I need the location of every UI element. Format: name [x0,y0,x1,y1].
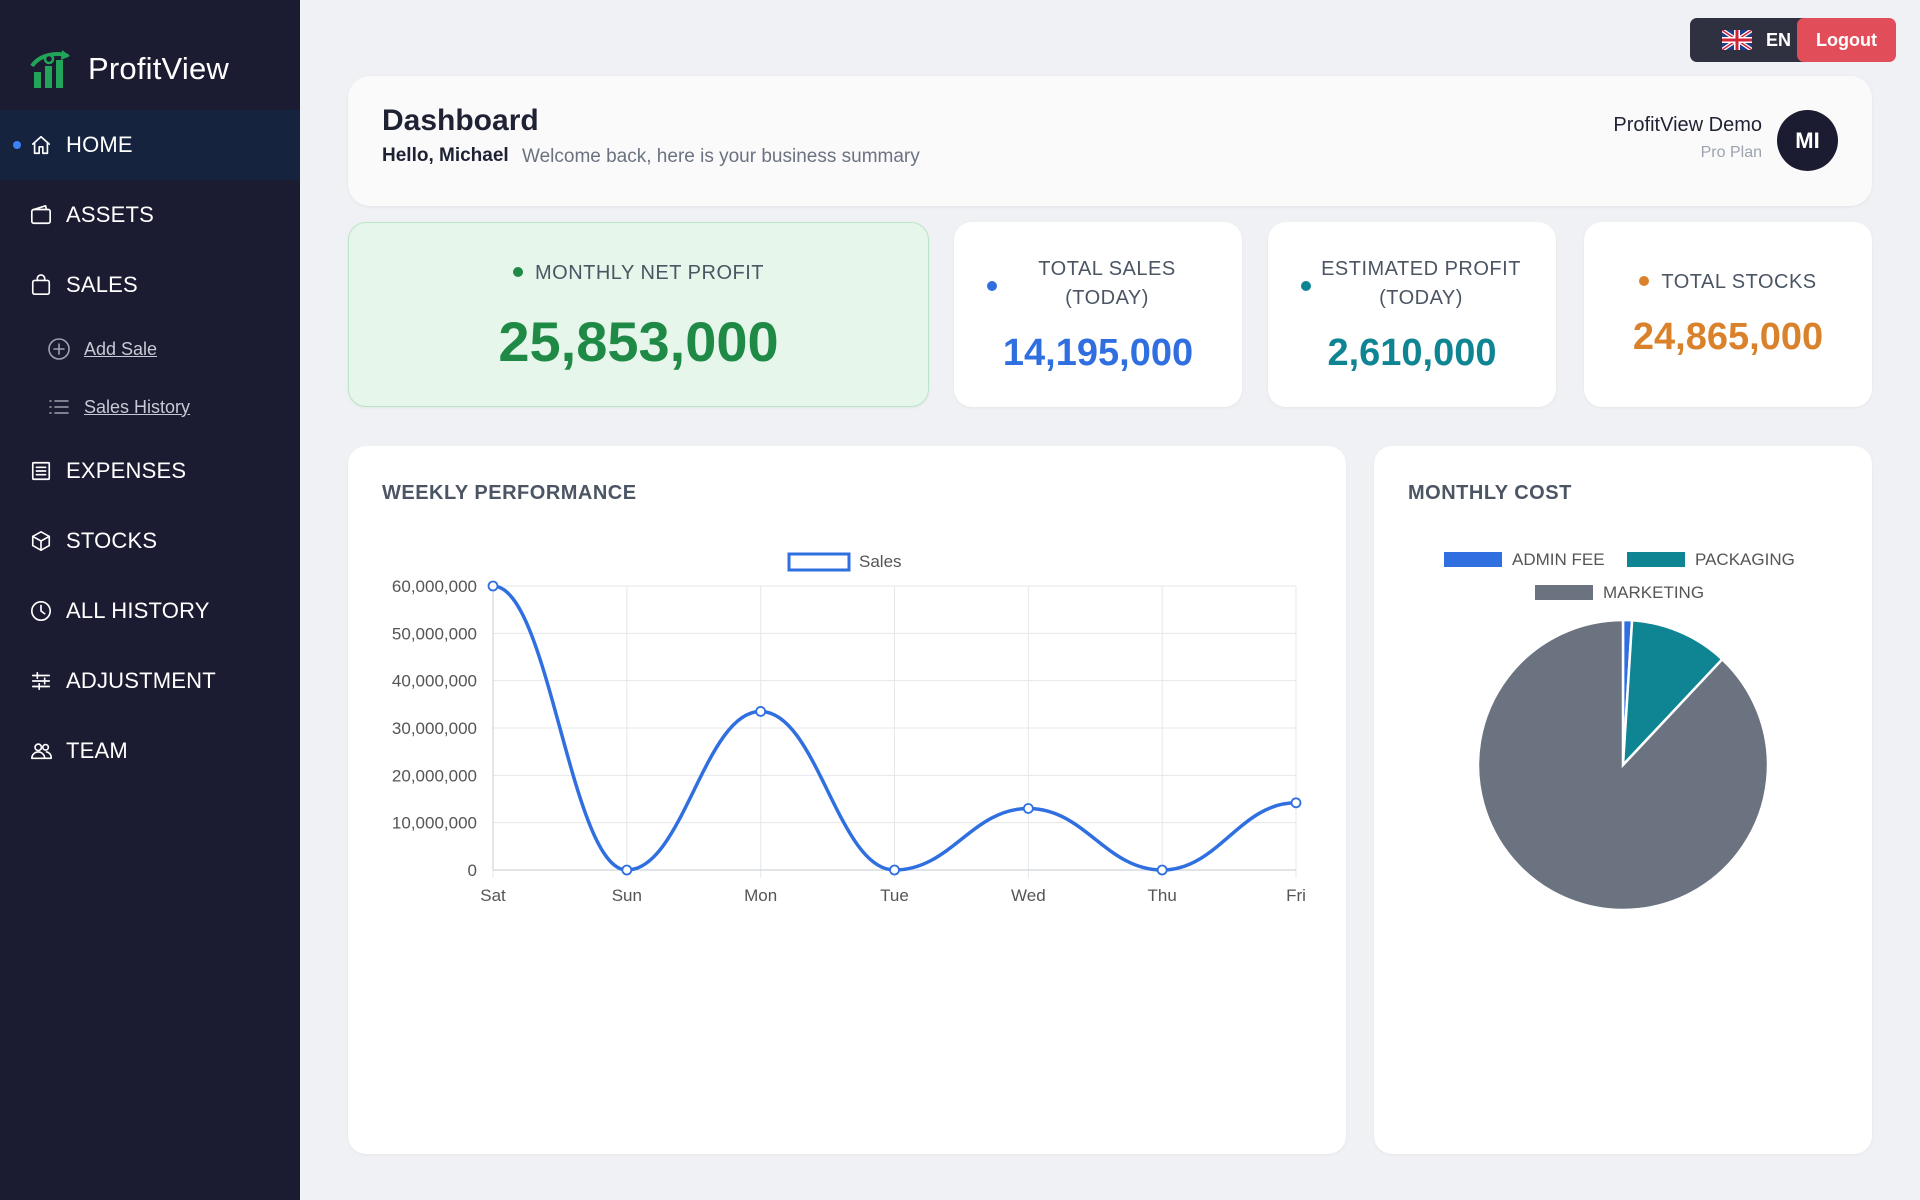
sales-data-point [1156,864,1168,876]
legend-swatch [1444,552,1502,567]
sales-data-point [1290,797,1302,809]
legend-swatch [787,552,851,572]
y-tick-label: 20,000,000 [392,766,477,785]
x-tick-label: Sat [480,886,506,905]
language-label: EN [1765,29,1791,50]
status-dot [1639,275,1650,286]
nav-item-all-history[interactable]: ALL HISTORY [0,576,300,646]
brand-name: ProfitView [88,51,229,86]
monthly-net-profit-card: MONTHLY NET PROFIT 25,853,000 [348,222,929,407]
legend-label: Sales [859,552,902,571]
wallet-icon [30,204,52,226]
legend-label: ADMIN FEE [1512,550,1605,569]
total-stocks-value: 24,865,000 [1632,316,1824,358]
logo-icon [30,50,70,88]
subnav-label: Add Sale [84,338,158,359]
x-tick-label: Thu [1148,886,1177,905]
shopping-bag-icon [30,274,52,296]
sales-data-point [621,864,633,876]
monthly-pie-chart[interactable]: ADMIN FEE PACKAGING MARKETING [1374,446,1872,1154]
x-tick-label: Sun [612,886,642,905]
legend-swatch [1535,585,1593,600]
list-icon [47,395,71,419]
legend-label: PACKAGING [1695,550,1795,569]
welcome-message: Welcome back, here is your business summ… [522,146,920,167]
nav-item-sales[interactable]: SALES [0,250,300,320]
pie-slice-packaging [1621,618,1725,769]
subnav-item-sales-history[interactable]: Sales History [0,378,300,436]
nav-item-adjustment[interactable]: ADJUSTMENT [0,646,300,716]
x-tick-label: Wed [1011,886,1046,905]
x-tick-label: Mon [744,886,777,905]
plus-circle-icon [47,337,71,361]
nav-item-stocks[interactable]: STOCKS [0,506,300,576]
nav-label: HOME [66,132,133,157]
users-icon [30,740,52,762]
nav-label: EXPENSES [66,458,187,483]
y-tick-label: 60,000,000 [392,577,477,596]
total-stocks-card: TOTAL STOCKS 24,865,000 [1584,222,1872,407]
monthly-net-profit-value: 25,853,000 [498,310,779,373]
box-icon [30,530,52,552]
nav-label: ADJUSTMENT [66,668,216,693]
page-title: Dashboard [382,104,539,137]
user-name: ProfitView Demo [1613,114,1762,136]
estimated-profit-card: ESTIMATED PROFIT (TODAY) 2,610,000 [1268,222,1556,407]
x-tick-label: Fri [1286,886,1306,905]
legend-label: MARKETING [1603,583,1704,602]
nav-label: ASSETS [66,202,155,227]
sales-series-line [492,584,1297,872]
stat-title: MONTHLY NET PROFIT [349,259,928,288]
stat-title: ESTIMATED PROFIT (TODAY) [1321,258,1521,309]
receipt-icon [30,460,52,482]
y-tick-label: 0 [468,861,477,880]
card-title: MONTHLY COST [1408,482,1572,504]
dashboard-header: Dashboard Hello, Michael Welcome back, h… [348,76,1872,206]
sales-data-point [889,864,900,876]
nav-label: TEAM [66,738,128,763]
nav-item-assets[interactable]: ASSETS [0,180,300,250]
avatar[interactable]: MI [1777,110,1838,171]
legend-swatch [1627,552,1685,567]
greeting: Hello, Michael [382,145,509,166]
x-tick-label: Tue [880,886,909,905]
nav-label: SALES [66,272,138,297]
card-title: WEEKLY PERFORMANCE [382,482,637,504]
status-dot [987,281,997,291]
sales-data-point [1022,803,1034,814]
stat-title: TOTAL STOCKS [1584,268,1872,297]
y-tick-label: 40,000,000 [392,672,477,691]
sales-data-point [487,580,499,592]
nav-item-expenses[interactable]: EXPENSES [0,436,300,506]
brand[interactable]: ProfitView [30,48,229,90]
sidebar: ProfitView HOME ASSETS SALES Add Sale Sa… [0,0,300,1200]
total-sales-card: TOTAL SALES (TODAY) 14,195,000 [954,222,1242,407]
subnav-item-add-sale[interactable]: Add Sale [0,320,300,378]
sales-data-point [755,706,767,717]
uk-flag-icon [1721,30,1752,50]
main-nav: HOME ASSETS SALES Add Sale Sales History… [0,110,300,786]
status-dot [1301,281,1311,291]
home-icon [30,134,52,156]
nav-label: ALL HISTORY [66,598,210,623]
sliders-icon [30,670,52,692]
clock-icon [30,600,52,622]
subnav-label: Sales History [84,396,191,417]
total-sales-value: 14,195,000 [1002,332,1194,374]
pie-slice-marketing [1476,618,1770,912]
nav-label: STOCKS [66,528,158,553]
nav-item-home[interactable]: HOME [0,110,300,180]
estimated-profit-value: 2,610,000 [1327,332,1497,374]
weekly-performance-card: WEEKLY PERFORMANCE Sales 0 10,000,000 20,00… [348,446,1346,1154]
stat-title: TOTAL SALES (TODAY) [1038,258,1176,309]
y-tick-label: 50,000,000 [392,624,477,643]
nav-item-team[interactable]: TEAM [0,716,300,786]
y-tick-label: 30,000,000 [392,719,477,738]
logout-button[interactable]: Logout [1797,18,1896,62]
monthly-cost-card: MONTHLY COST ADMIN FEE PACKAGING MARKETING [1374,446,1872,1154]
weekly-line-chart[interactable]: Sales 0 10,000,000 20,000,000 30,000,000 40,0… [348,446,1346,1154]
status-dot [512,266,523,277]
user-plan: Pro Plan [1700,144,1762,161]
y-tick-label: 10,000,000 [392,814,477,833]
